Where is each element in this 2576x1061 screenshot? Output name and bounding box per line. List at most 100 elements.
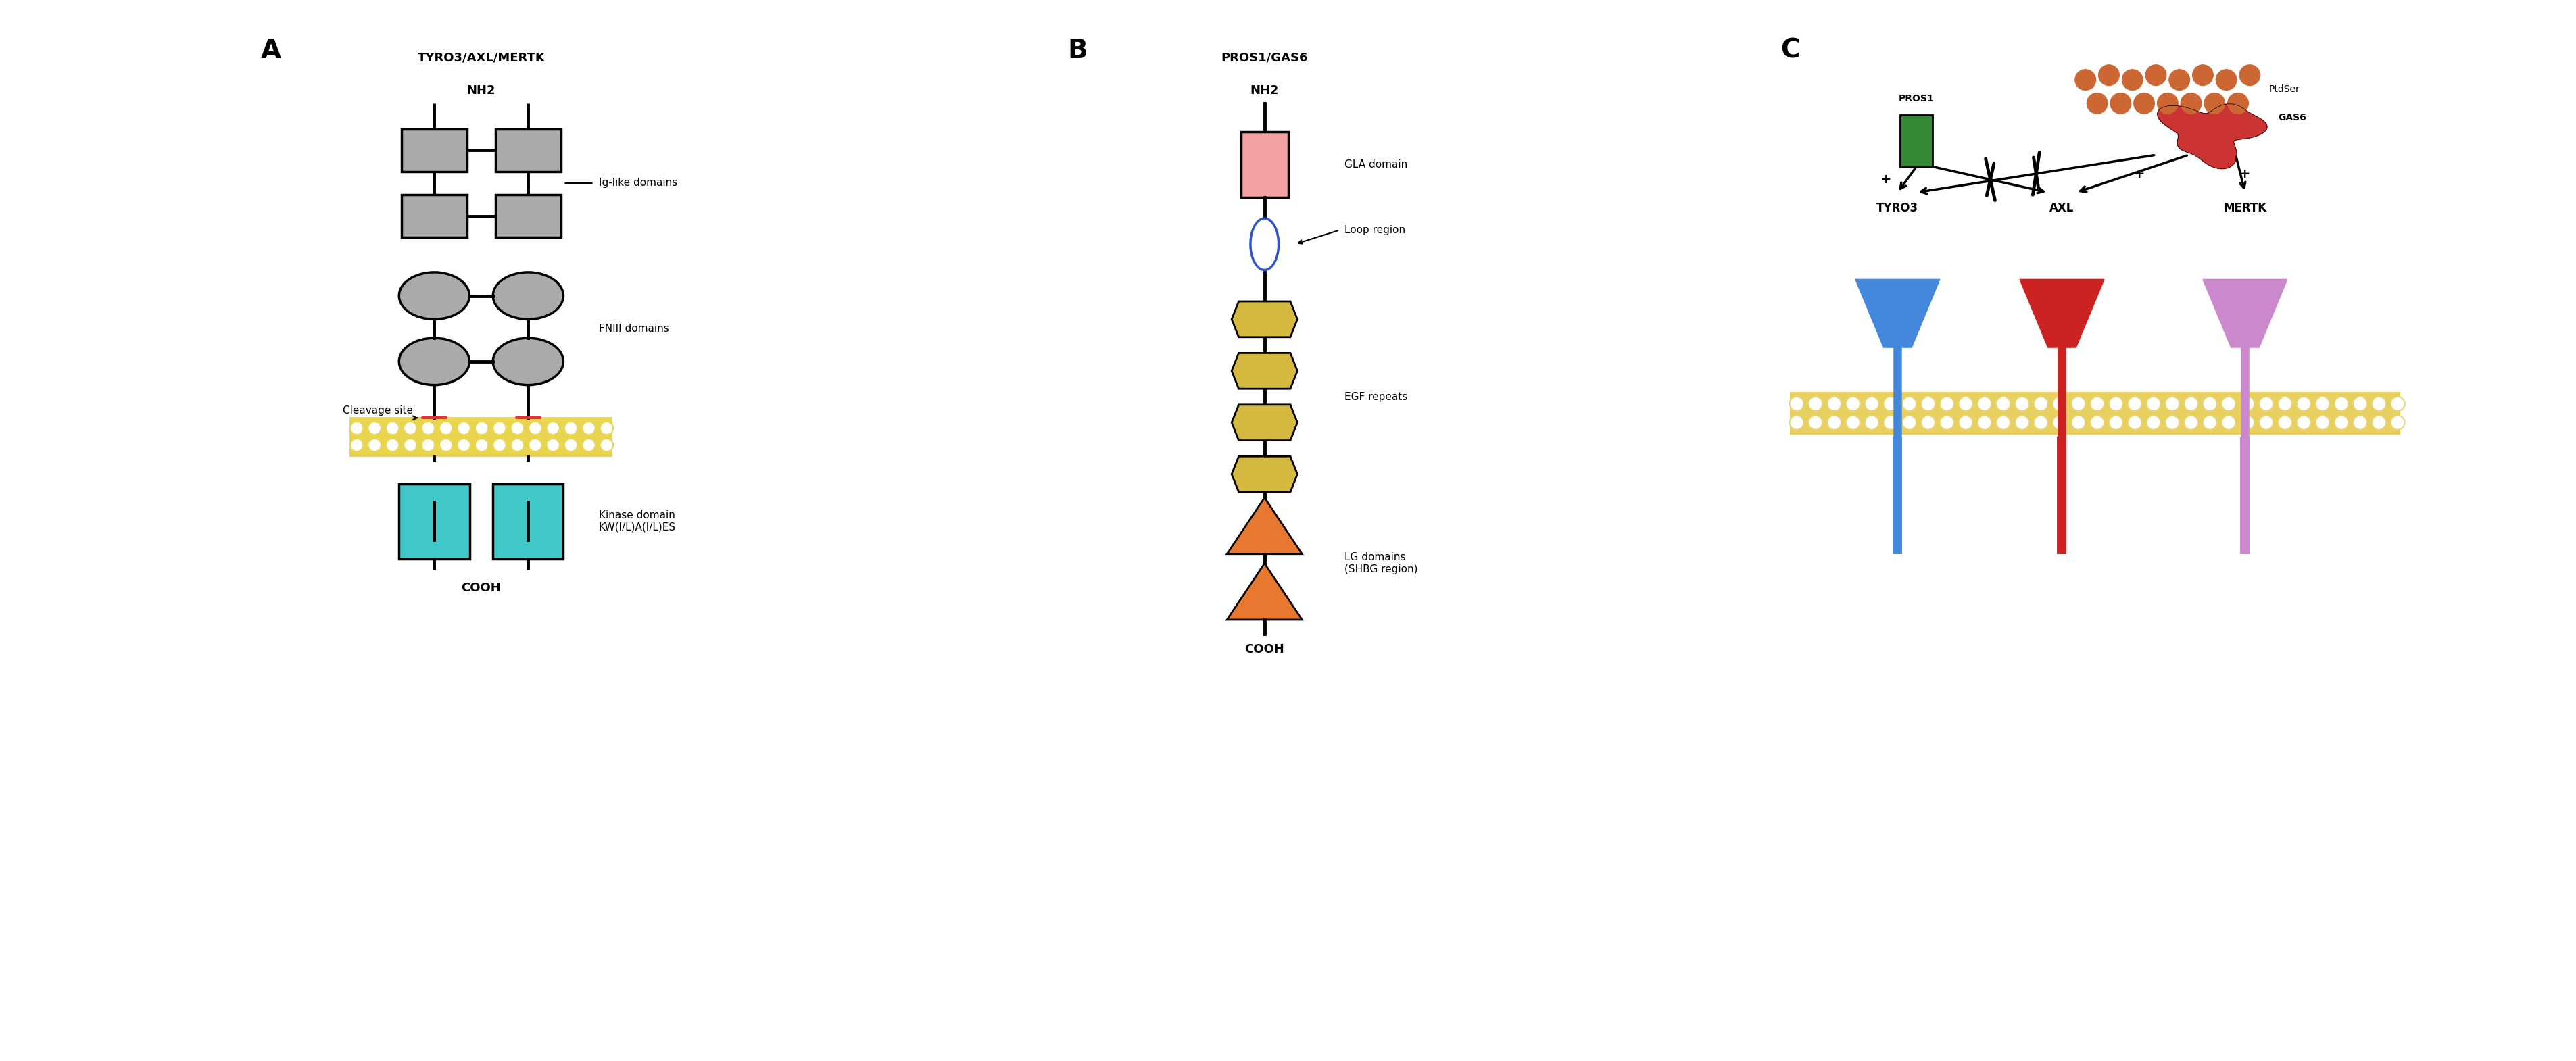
Circle shape xyxy=(2053,397,2066,411)
Circle shape xyxy=(2110,416,2123,430)
Circle shape xyxy=(2277,397,2293,411)
Circle shape xyxy=(2316,397,2329,411)
Circle shape xyxy=(528,421,541,435)
Circle shape xyxy=(2156,93,2177,114)
Circle shape xyxy=(2035,416,2048,430)
Circle shape xyxy=(422,438,435,452)
Circle shape xyxy=(528,438,541,452)
Text: NH2: NH2 xyxy=(1249,85,1278,97)
Circle shape xyxy=(2259,416,2272,430)
Text: LG domains
(SHBG region): LG domains (SHBG region) xyxy=(1345,553,1417,574)
Circle shape xyxy=(2146,416,2161,430)
Circle shape xyxy=(1826,416,1842,430)
Circle shape xyxy=(2298,397,2311,411)
Circle shape xyxy=(1790,397,1803,411)
Circle shape xyxy=(582,421,595,435)
Circle shape xyxy=(1978,416,1991,430)
Circle shape xyxy=(2053,416,2066,430)
Text: PtdSer: PtdSer xyxy=(2269,85,2300,94)
Circle shape xyxy=(1922,397,1935,411)
Circle shape xyxy=(440,438,453,452)
Circle shape xyxy=(2169,69,2190,90)
Circle shape xyxy=(2298,416,2311,430)
Circle shape xyxy=(2166,416,2179,430)
Circle shape xyxy=(1808,397,1821,411)
Circle shape xyxy=(2277,416,2293,430)
Circle shape xyxy=(474,421,489,435)
Circle shape xyxy=(1883,397,1899,411)
Circle shape xyxy=(2372,397,2385,411)
Circle shape xyxy=(2014,397,2030,411)
Text: A: A xyxy=(260,37,281,64)
Circle shape xyxy=(600,438,613,452)
Circle shape xyxy=(386,421,399,435)
Text: TYRO3/AXL/MERTK: TYRO3/AXL/MERTK xyxy=(417,52,546,64)
Text: GLA domain: GLA domain xyxy=(1345,159,1406,170)
Circle shape xyxy=(2089,397,2105,411)
Circle shape xyxy=(546,438,559,452)
Circle shape xyxy=(2205,93,2226,114)
Circle shape xyxy=(2014,416,2030,430)
Circle shape xyxy=(1901,397,1917,411)
Circle shape xyxy=(456,438,471,452)
Text: MERTK: MERTK xyxy=(2223,202,2267,214)
Text: +: + xyxy=(2133,168,2146,180)
Circle shape xyxy=(1808,416,1821,430)
Text: COOH: COOH xyxy=(1244,643,1285,656)
Circle shape xyxy=(546,421,559,435)
Circle shape xyxy=(2087,93,2107,114)
Polygon shape xyxy=(1231,456,1298,492)
Circle shape xyxy=(350,421,363,435)
Polygon shape xyxy=(1226,563,1301,620)
Circle shape xyxy=(2035,397,2048,411)
Circle shape xyxy=(1958,397,1973,411)
Text: TYRO3: TYRO3 xyxy=(1875,202,1919,214)
Circle shape xyxy=(2391,397,2406,411)
FancyBboxPatch shape xyxy=(1242,132,1288,197)
Polygon shape xyxy=(1231,404,1298,440)
Text: AXL: AXL xyxy=(2050,202,2074,214)
Circle shape xyxy=(564,438,577,452)
Circle shape xyxy=(456,421,471,435)
Circle shape xyxy=(2202,416,2218,430)
Circle shape xyxy=(2146,397,2161,411)
Circle shape xyxy=(2110,93,2130,114)
Text: Ig-like domains: Ig-like domains xyxy=(598,178,677,188)
Circle shape xyxy=(2110,397,2123,411)
Circle shape xyxy=(2241,416,2254,430)
Circle shape xyxy=(2372,416,2385,430)
Circle shape xyxy=(1790,416,1803,430)
Text: Kinase domain
KW(I/L)A(I/L)ES: Kinase domain KW(I/L)A(I/L)ES xyxy=(598,510,675,532)
FancyBboxPatch shape xyxy=(492,484,564,559)
Circle shape xyxy=(2391,416,2406,430)
Circle shape xyxy=(422,421,435,435)
Circle shape xyxy=(1996,397,2009,411)
Circle shape xyxy=(2076,69,2097,90)
Ellipse shape xyxy=(399,273,469,319)
Text: COOH: COOH xyxy=(461,582,502,594)
Circle shape xyxy=(2192,65,2213,86)
Circle shape xyxy=(2352,416,2367,430)
Circle shape xyxy=(2123,69,2143,90)
Circle shape xyxy=(1847,416,1860,430)
Circle shape xyxy=(1883,416,1899,430)
Circle shape xyxy=(2334,416,2349,430)
Text: C: C xyxy=(1780,37,1801,64)
Circle shape xyxy=(2184,397,2197,411)
FancyBboxPatch shape xyxy=(1790,392,2401,434)
Circle shape xyxy=(474,438,489,452)
Circle shape xyxy=(404,438,417,452)
Circle shape xyxy=(2182,93,2202,114)
Circle shape xyxy=(2089,416,2105,430)
Polygon shape xyxy=(1231,301,1298,337)
Circle shape xyxy=(1940,416,1955,430)
Text: B: B xyxy=(1066,37,1087,64)
Circle shape xyxy=(1865,397,1878,411)
Text: GAS6: GAS6 xyxy=(2277,112,2306,122)
Circle shape xyxy=(2146,65,2166,86)
Circle shape xyxy=(1922,416,1935,430)
Circle shape xyxy=(492,421,505,435)
Circle shape xyxy=(2071,397,2087,411)
Circle shape xyxy=(1847,397,1860,411)
Text: +: + xyxy=(1880,173,1891,186)
